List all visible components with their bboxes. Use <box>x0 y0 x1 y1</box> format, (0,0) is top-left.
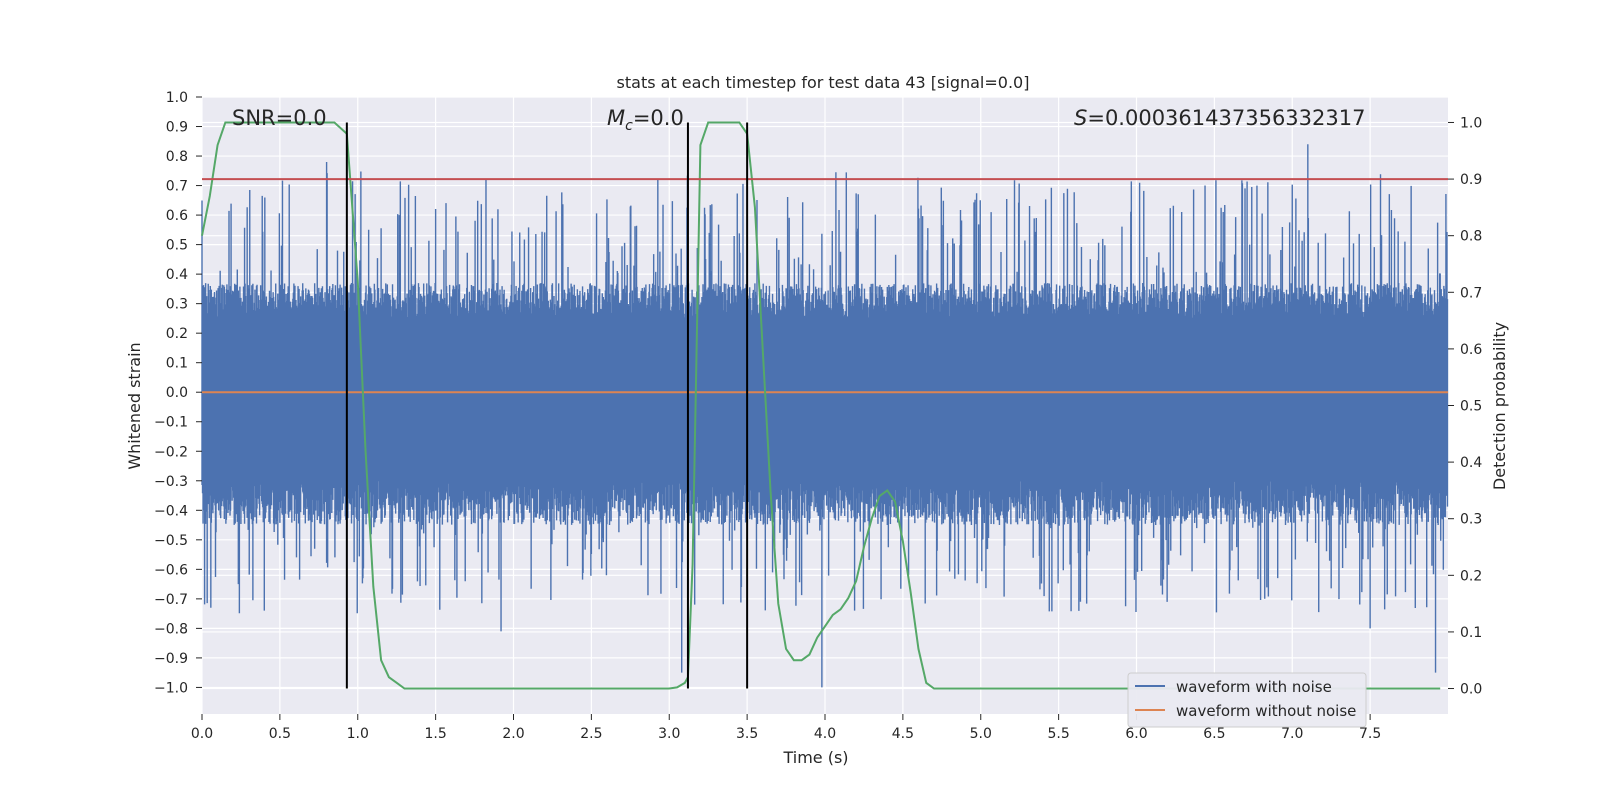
y-axis-label: Whitened strain <box>125 342 144 469</box>
y2-tick-label: 0.7 <box>1460 285 1482 301</box>
x-tick-label: 6.0 <box>1125 726 1147 742</box>
x-tick-label: 6.5 <box>1203 726 1225 742</box>
y-tick-label: −0.7 <box>154 592 188 608</box>
legend-label-noise: waveform with noise <box>1176 678 1332 696</box>
x-tick-label: 2.0 <box>502 726 524 742</box>
x-tick-label: 0.0 <box>191 726 213 742</box>
y-tick-label: 0.6 <box>166 208 188 224</box>
tick-labels: 0.0 0.5 1.0 1.5 2.0 2.5 3.0 3.5 4.0 4.5 5.0 5.5 6.0 6… <box>154 90 1482 742</box>
legend: waveform with noise waveform without noi… <box>1127 672 1367 728</box>
x-tick-label: 4.5 <box>892 726 914 742</box>
annotation-mc-sub: c <box>625 118 633 134</box>
x-tick-label: 5.0 <box>970 726 992 742</box>
y2-tick-label: 0.2 <box>1460 568 1482 584</box>
y2-tick-label: 0.5 <box>1460 399 1482 415</box>
noise-waveform-path <box>201 144 1449 688</box>
y-tick-label: −1.0 <box>154 680 188 696</box>
y-tick-label: −0.4 <box>154 503 188 519</box>
legend-label-clean: waveform without noise <box>1176 702 1356 720</box>
x-tick-label: 7.5 <box>1359 726 1381 742</box>
y-tick-label: 0.9 <box>166 120 188 136</box>
x-tick-label: 2.5 <box>580 726 602 742</box>
y2-tick-label: 0.1 <box>1460 625 1482 641</box>
y2-tick-label: 0.9 <box>1460 172 1482 188</box>
x-axis-label: Time (s) <box>782 748 848 767</box>
y2-tick-label: 0.4 <box>1460 455 1482 471</box>
x-tick-label: 0.5 <box>269 726 291 742</box>
y-tick-label: 0.1 <box>166 356 188 372</box>
x-tick-label: 4.0 <box>814 726 836 742</box>
annotation-snr: SNR=0.0 <box>232 106 327 130</box>
y-tick-label: 0.5 <box>166 238 188 254</box>
y-tick-label: 1.0 <box>166 90 188 106</box>
y-tick-label: 0.3 <box>166 297 188 313</box>
x-tick-label: 1.0 <box>347 726 369 742</box>
y-tick-label: 0.2 <box>166 326 188 342</box>
legend-box <box>1127 672 1367 728</box>
x-tick-label: 1.5 <box>424 726 446 742</box>
annotation-mc-value: =0.0 <box>633 106 684 130</box>
y-tick-label: 0.7 <box>166 179 188 195</box>
series-waveform-with-noise <box>201 144 1449 688</box>
x-tick-label: 5.5 <box>1047 726 1069 742</box>
y-tick-label: −0.1 <box>154 415 188 431</box>
y-tick-label: −0.2 <box>154 444 188 460</box>
y-tick-label: −0.8 <box>154 621 188 637</box>
y2-tick-label: 0.6 <box>1460 342 1482 358</box>
x-tick-label: 3.0 <box>658 726 680 742</box>
y-tick-label: 0.8 <box>166 149 188 165</box>
y2-tick-label: 1.0 <box>1460 115 1482 131</box>
annotation-s-value: =0.000361437356332317 <box>1087 106 1365 130</box>
y-tick-label: −0.9 <box>154 651 188 667</box>
y2-tick-label: 0.3 <box>1460 512 1482 528</box>
vertical-markers <box>345 122 749 689</box>
x-tick-label: 7.0 <box>1281 726 1303 742</box>
x-tick-label: 3.5 <box>736 726 758 742</box>
annotation-s-symbol: S <box>1074 106 1087 130</box>
annotation-s: S=0.000361437356332317 <box>1074 106 1365 130</box>
chart-title: stats at each timestep for test data 43 … <box>617 73 1030 92</box>
annotation-mc-symbol: M <box>607 106 625 130</box>
y-tick-label: 0.0 <box>166 385 188 401</box>
y-tick-label: −0.6 <box>154 562 188 578</box>
y-tick-label: −0.3 <box>154 474 188 490</box>
y-tick-label: 0.4 <box>166 267 188 283</box>
y2-tick-label: 0.8 <box>1460 229 1482 245</box>
y2-tick-label: 0.0 <box>1460 682 1482 698</box>
annotation-mc: Mc=0.0 <box>607 106 684 134</box>
y2-axis-label: Detection probability <box>1490 322 1509 490</box>
y-tick-label: −0.5 <box>154 533 188 549</box>
